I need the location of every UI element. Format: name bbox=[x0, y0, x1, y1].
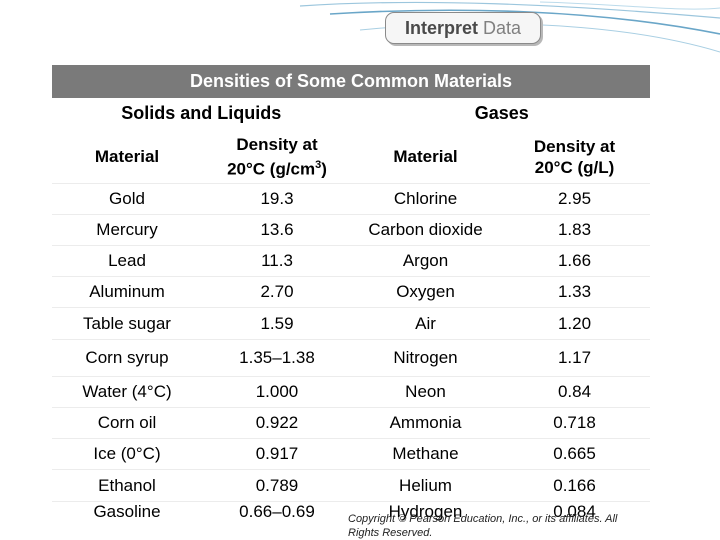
gas-density: 1.20 bbox=[499, 307, 651, 340]
header-material-right: Material bbox=[352, 129, 499, 184]
solid-name: Corn syrup bbox=[52, 338, 202, 377]
gas-density: 1.33 bbox=[499, 276, 651, 308]
badge-word-interpret: Interpret bbox=[404, 17, 478, 38]
table-row: Ethanol 0.789 Helium 0.166 bbox=[52, 469, 651, 502]
table-row: Gold 19.3 Chlorine 2.95 bbox=[52, 182, 651, 215]
header-material-left: Material bbox=[52, 129, 202, 184]
solid-name: Ice (0°C) bbox=[52, 438, 202, 470]
group-header-row: Solids and Liquids Gases bbox=[52, 98, 651, 131]
solid-density: 0.917 bbox=[202, 438, 352, 470]
solid-name: Gasoline bbox=[52, 500, 202, 540]
solid-density: 1.59 bbox=[202, 307, 352, 340]
column-header-row: Material Density at 20°C (g/cm3) Materia… bbox=[52, 129, 651, 184]
copyright-notice: Copyright © Pearson Education, Inc., or … bbox=[348, 513, 618, 539]
header-density-left-line2b: ) bbox=[321, 159, 327, 179]
gas-density: 0.84 bbox=[499, 375, 651, 408]
decorative-swoosh bbox=[299, 1, 720, 53]
solid-density: 1.000 bbox=[202, 375, 352, 408]
solid-density: 0.789 bbox=[202, 469, 352, 502]
solid-name: Corn oil bbox=[52, 407, 202, 439]
header-density-left-line2a: 20°C (g/cm bbox=[227, 159, 316, 179]
solid-density: 0.922 bbox=[202, 407, 352, 439]
header-density-right: Density at 20°C (g/L) bbox=[499, 129, 651, 184]
gas-density: 1.17 bbox=[499, 338, 651, 377]
table-row: Corn syrup 1.35–1.38 Nitrogen 1.17 bbox=[52, 338, 651, 377]
solid-name: Water (4°C) bbox=[52, 375, 202, 408]
gas-density: 0.665 bbox=[499, 438, 651, 470]
gas-density: 2.95 bbox=[499, 182, 651, 215]
density-table: Densities of Some Common Materials Solid… bbox=[52, 65, 651, 540]
gas-name: Oxygen bbox=[352, 276, 499, 308]
table-row: Corn oil 0.922 Ammonia 0.718 bbox=[52, 407, 651, 439]
solid-name: Aluminum bbox=[52, 276, 202, 308]
solid-density: 13.6 bbox=[202, 213, 352, 246]
table-row: Aluminum 2.70 Oxygen 1.33 bbox=[52, 276, 651, 308]
group-solids-liquids: Solids and Liquids bbox=[52, 98, 354, 131]
badge-word-data: Data bbox=[482, 17, 522, 38]
gas-name: Helium bbox=[352, 469, 499, 502]
table-row: Ice (0°C) 0.917 Methane 0.665 bbox=[52, 438, 651, 470]
solid-density: 1.35–1.38 bbox=[202, 338, 352, 377]
header-density-left: Density at 20°C (g/cm3) bbox=[202, 129, 352, 184]
gas-name: Ammonia bbox=[352, 407, 499, 439]
solid-name: Mercury bbox=[52, 213, 202, 246]
solid-name: Table sugar bbox=[52, 307, 202, 340]
header-density-right-line2: 20°C (g/L) bbox=[534, 157, 615, 177]
solid-density: 19.3 bbox=[202, 182, 352, 215]
gas-density: 0.718 bbox=[499, 407, 651, 439]
header-density-right-line1: Density at bbox=[533, 136, 616, 156]
table-row: Table sugar 1.59 Air 1.20 bbox=[52, 307, 651, 340]
solid-density: 0.66–0.69 bbox=[202, 500, 352, 540]
gas-name: Methane bbox=[352, 438, 499, 470]
solid-density: 2.70 bbox=[202, 276, 352, 308]
table-caption-row: Densities of Some Common Materials bbox=[52, 65, 651, 99]
gas-name: Carbon dioxide bbox=[352, 213, 499, 246]
solid-name: Lead bbox=[52, 245, 202, 277]
header-density-left-sup: 3 bbox=[315, 158, 322, 171]
table-row: Mercury 13.6 Carbon dioxide 1.83 bbox=[52, 213, 651, 246]
table-caption: Densities of Some Common Materials bbox=[52, 65, 651, 99]
solid-density: 11.3 bbox=[202, 245, 352, 277]
table-row: Lead 11.3 Argon 1.66 bbox=[52, 245, 651, 277]
header-density-left-line1: Density at bbox=[236, 134, 318, 154]
solid-name: Ethanol bbox=[52, 469, 202, 502]
gas-density: 1.83 bbox=[499, 213, 651, 246]
gas-density: 1.66 bbox=[499, 245, 651, 277]
gas-name: Chlorine bbox=[352, 182, 499, 215]
gas-name: Argon bbox=[352, 245, 499, 277]
gas-name: Neon bbox=[352, 375, 499, 408]
interpret-data-badge: Interpret Data bbox=[385, 12, 541, 44]
gas-density: 0.084 bbox=[499, 500, 651, 540]
solid-name: Gold bbox=[52, 182, 202, 215]
table-row: Water (4°C) 1.000 Neon 0.84 bbox=[52, 375, 651, 408]
gas-name: Nitrogen bbox=[352, 338, 499, 377]
gas-name: Air bbox=[352, 307, 499, 340]
gas-name: Hydrogen bbox=[352, 500, 499, 540]
table-row: Gasoline 0.66–0.69 Hydrogen 0.084 bbox=[52, 500, 651, 540]
gas-density: 0.166 bbox=[499, 469, 651, 502]
group-gases: Gases bbox=[352, 98, 651, 131]
